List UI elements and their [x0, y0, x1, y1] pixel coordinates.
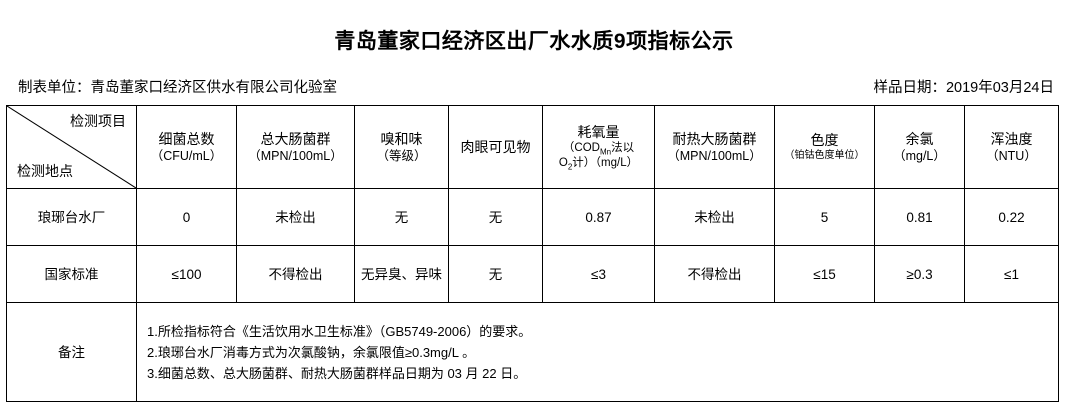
cell-chromaticity: ≤15: [774, 245, 875, 303]
cell-residual-chlorine: 0.81: [874, 188, 965, 246]
cell-turbidity: ≤1: [964, 245, 1059, 303]
column-header-unit: （mg/L）: [893, 148, 946, 163]
cell-chromaticity: 5: [774, 188, 875, 246]
column-header-unit: （铂钴色度单位）: [784, 150, 865, 161]
cell-visible-matter: 无: [448, 188, 543, 246]
column-header-name: 细菌总数: [158, 130, 215, 147]
water-quality-table: 检测项目 检测地点 细菌总数 （CFU/mL） 总大肠菌群 （MPN/100mL…: [6, 105, 1059, 402]
column-header-name: 耐热大肠菌群: [672, 130, 757, 147]
column-header-unit: （MPN/100mL）: [248, 148, 343, 163]
row-label-plant: 琅琊台水厂: [6, 188, 137, 246]
table-row: 琅琊台水厂 0 未检出 无 无 0.87 未检出 5 0.81 0.22: [6, 188, 1059, 246]
column-header-thermotolerant-coliform: 耐热大肠菌群 （MPN/100mL）: [654, 105, 775, 189]
column-header-unit: （CODMn法以 O2计）（mg/L）: [545, 141, 652, 171]
o2-suffix: 计）（mg/L）: [572, 157, 639, 169]
corner-header-cell: 检测项目 检测地点: [6, 105, 137, 189]
column-header-name: 耗氧量: [577, 124, 620, 140]
diagonal-divider-icon: [7, 106, 136, 188]
corner-label-item: 检测项目: [70, 113, 126, 129]
cell-bacteria-total: ≤100: [136, 245, 237, 303]
notes-row: 备注 1.所检指标符合《生活饮用水卫生标准》（GB5749-2006）的要求。 …: [6, 302, 1059, 402]
column-header-name: 余氯: [905, 130, 934, 147]
cell-odor-taste: 无: [354, 188, 449, 246]
notes-body: 1.所检指标符合《生活饮用水卫生标准》（GB5749-2006）的要求。 2.琅…: [136, 302, 1059, 402]
row-label-national-standard: 国家标准: [6, 245, 137, 303]
cell-thermotolerant-coliform: 未检出: [654, 188, 775, 246]
column-header-oxygen-consumption: 耗氧量 （CODMn法以 O2计）（mg/L）: [542, 105, 655, 189]
cell-thermotolerant-coliform: 不得检出: [654, 245, 775, 303]
column-header-odor-taste: 嗅和味 （等级）: [354, 105, 449, 189]
note-line: 3.细菌总数、总大肠菌群、耐热大肠菌群样品日期为 03 月 22 日。: [147, 365, 527, 381]
column-header-name: 浑浊度: [990, 130, 1033, 147]
column-header-name: 嗅和味: [380, 130, 423, 147]
corner-label-location: 检测地点: [17, 163, 73, 179]
o2-prefix: O: [558, 157, 568, 169]
meta-row: 制表单位：青岛董家口经济区供水有限公司化验室 样品日期：2019年03月24日: [0, 57, 1068, 105]
cod-prefix: （COD: [562, 142, 600, 154]
column-header-unit: （NTU）: [986, 148, 1037, 163]
column-header-chromaticity: 色度 （铂钴色度单位）: [774, 105, 875, 189]
column-header-name: 总大肠菌群: [260, 130, 331, 147]
table-header-row: 检测项目 检测地点 细菌总数 （CFU/mL） 总大肠菌群 （MPN/100mL…: [6, 105, 1059, 189]
cell-total-coliform: 不得检出: [236, 245, 355, 303]
o2-subscript: 2: [567, 162, 573, 172]
notes-label: 备注: [6, 302, 137, 402]
cell-visible-matter: 无: [448, 245, 543, 303]
cell-residual-chlorine: ≥0.3: [874, 245, 965, 303]
column-header-unit: （CFU/mL）: [150, 148, 223, 163]
column-header-visible-matter: 肉眼可见物: [448, 105, 543, 189]
cell-oxygen-consumption: 0.87: [542, 188, 655, 246]
column-header-name: 肉眼可见物: [460, 139, 531, 155]
note-line: 2.琅琊台水厂消毒方式为次氯酸钠，余氯限值≥0.3mg/L 。: [147, 344, 476, 360]
column-header-bacteria-total: 细菌总数 （CFU/mL）: [136, 105, 237, 189]
column-header-unit: （等级）: [376, 148, 427, 163]
column-header-name: 色度: [810, 132, 839, 148]
sample-date-label: 样品日期：2019年03月24日: [873, 80, 1054, 96]
cell-oxygen-consumption: ≤3: [542, 245, 655, 303]
column-header-turbidity: 浑浊度 （NTU）: [964, 105, 1059, 189]
column-header-total-coliform: 总大肠菌群 （MPN/100mL）: [236, 105, 355, 189]
cell-turbidity: 0.22: [964, 188, 1059, 246]
table-row: 国家标准 ≤100 不得检出 无异臭、异味 无 ≤3 不得检出 ≤15 ≥0.3…: [6, 245, 1059, 303]
maker-unit-label: 制表单位：青岛董家口经济区供水有限公司化验室: [18, 80, 337, 96]
cell-bacteria-total: 0: [136, 188, 237, 246]
note-line: 1.所检指标符合《生活饮用水卫生标准》（GB5749-2006）的要求。: [147, 323, 532, 339]
cod-mid: 法以: [611, 142, 635, 154]
cell-total-coliform: 未检出: [236, 188, 355, 246]
cell-odor-taste: 无异臭、异味: [354, 245, 449, 303]
page-title: 青岛董家口经济区出厂水水质9项指标公示: [334, 30, 734, 53]
cod-subscript: Mn: [599, 147, 612, 157]
column-header-residual-chlorine: 余氯 （mg/L）: [874, 105, 965, 189]
column-header-unit: （MPN/100mL）: [667, 148, 762, 163]
